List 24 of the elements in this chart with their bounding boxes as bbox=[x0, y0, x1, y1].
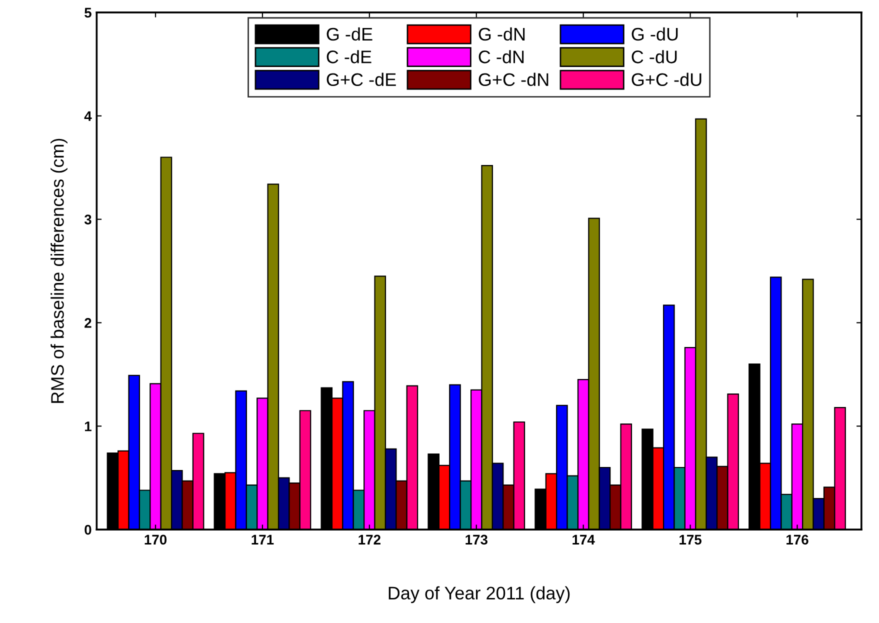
legend-label: G -dU bbox=[632, 27, 678, 41]
x-tick-label: 175 bbox=[680, 534, 702, 545]
y-tick-label: 4 bbox=[84, 111, 92, 121]
y-tick-label: 1 bbox=[84, 422, 92, 432]
y-tick-label: 3 bbox=[84, 214, 92, 224]
legend-label: G+C -dU bbox=[632, 72, 702, 86]
legend-label: C -dU bbox=[632, 50, 677, 64]
x-tick-label: 174 bbox=[572, 534, 595, 544]
y-axis-title: RMS of baseline differences (cm) bbox=[50, 138, 68, 403]
legend-label: G+C -dN bbox=[478, 72, 548, 86]
y-tick-label: 0 bbox=[84, 524, 92, 535]
y-tick-label: 5 bbox=[84, 8, 92, 18]
legend-label: G+C -dE bbox=[326, 72, 396, 86]
x-tick-label: 171 bbox=[252, 534, 274, 544]
y-tick-label: 2 bbox=[84, 318, 92, 328]
x-tick-label: 172 bbox=[358, 534, 380, 544]
legend-label: G -dE bbox=[326, 27, 372, 41]
x-axis-title: Day of Year 2011 (day) bbox=[388, 586, 570, 604]
legend-label: C -dE bbox=[326, 50, 372, 64]
legend-label: C -dN bbox=[478, 50, 524, 64]
x-tick-label: 173 bbox=[466, 534, 488, 545]
x-tick-label: 176 bbox=[786, 534, 808, 545]
x-tick-label: 170 bbox=[144, 534, 167, 545]
legend-label: G -dN bbox=[478, 27, 525, 41]
